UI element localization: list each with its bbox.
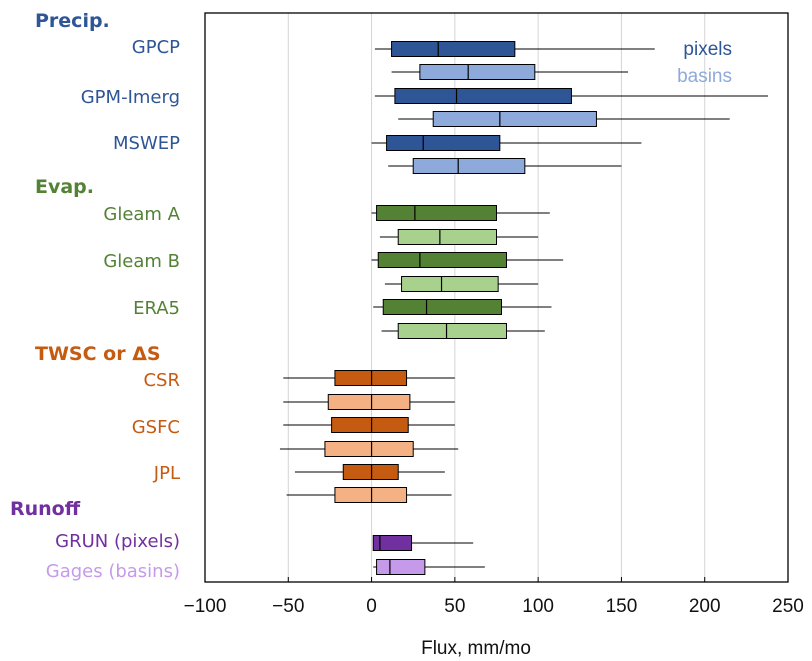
x-tick-label: 150	[606, 596, 638, 617]
iqr-box	[419, 64, 536, 80]
x-tick-label: 200	[689, 596, 721, 617]
iqr-box	[377, 252, 507, 268]
iqr-box	[401, 276, 499, 292]
box-pixels	[374, 41, 655, 57]
box-basins	[398, 111, 730, 127]
iqr-box	[342, 464, 399, 480]
box-pixels	[373, 299, 552, 315]
series-label: ERA5	[133, 298, 180, 319]
box-basins	[381, 323, 545, 339]
box-basins	[384, 276, 539, 292]
box-pixels	[283, 417, 455, 433]
box-pixels	[371, 205, 550, 221]
x-tick-label: 100	[522, 596, 554, 617]
legend: pixels basins	[677, 39, 732, 87]
iqr-box	[412, 158, 526, 174]
box-pixels	[294, 464, 445, 480]
box-basins	[279, 441, 459, 457]
iqr-box	[327, 394, 411, 410]
series-label: MSWEP	[113, 133, 180, 154]
box-pixels	[372, 535, 474, 551]
iqr-box	[386, 135, 501, 151]
box-basins	[286, 487, 452, 503]
iqr-box	[376, 205, 497, 221]
series-label: GPM-Imerg	[81, 87, 180, 108]
iqr-box	[394, 88, 572, 104]
box-series	[279, 41, 769, 575]
iqr-box	[334, 487, 408, 503]
box-basins	[391, 64, 629, 80]
box-basins	[379, 229, 539, 245]
group-label: Runoff	[10, 498, 81, 520]
series-label: JPL	[153, 463, 180, 484]
box-pixels	[374, 88, 769, 104]
grid-lines	[287, 13, 706, 582]
iqr-box	[391, 41, 516, 57]
series-label: CSR	[143, 370, 180, 391]
x-tick-label: 0	[366, 596, 377, 617]
iqr-box	[331, 417, 409, 433]
iqr-box	[324, 441, 414, 457]
box-basins	[373, 559, 485, 575]
x-tick-label: 50	[444, 596, 465, 617]
series-label: GSFC	[132, 417, 180, 438]
box-basins	[283, 394, 455, 410]
series-label: Gages (basins)	[46, 561, 180, 582]
category-labels: Precip. GPCP GPM-Imerg MSWEP Evap. Gleam A Gle…	[10, 10, 181, 582]
x-tick-label: −100	[184, 596, 227, 617]
x-axis-title: Flux, mm/mo	[421, 638, 531, 659]
legend-pixels: pixels	[683, 39, 732, 60]
series-label: GPCP	[132, 37, 180, 58]
x-tick-label: −50	[272, 596, 304, 617]
iqr-box	[397, 323, 507, 339]
group-label: TWSC or ΔS	[35, 343, 161, 365]
iqr-box	[334, 370, 408, 386]
box-pixels	[371, 135, 642, 151]
series-label: GRUN (pixels)	[55, 531, 180, 552]
iqr-box	[372, 535, 413, 551]
x-tick-label: 250	[772, 596, 804, 617]
box-pixels	[283, 370, 455, 386]
box-pixels	[371, 252, 564, 268]
series-label: Gleam B	[103, 251, 180, 272]
x-axis-ticks: −100 −50 0 50 100 150 200 250	[184, 577, 804, 617]
iqr-box	[397, 229, 498, 245]
group-label: Evap.	[35, 176, 94, 198]
box-basins	[388, 158, 622, 174]
iqr-box	[382, 299, 502, 315]
iqr-box	[432, 111, 597, 127]
series-label: Gleam A	[103, 204, 180, 225]
group-label: Precip.	[35, 10, 110, 32]
legend-basins: basins	[677, 66, 732, 87]
iqr-box	[376, 559, 426, 575]
plot-frame	[204, 12, 789, 583]
